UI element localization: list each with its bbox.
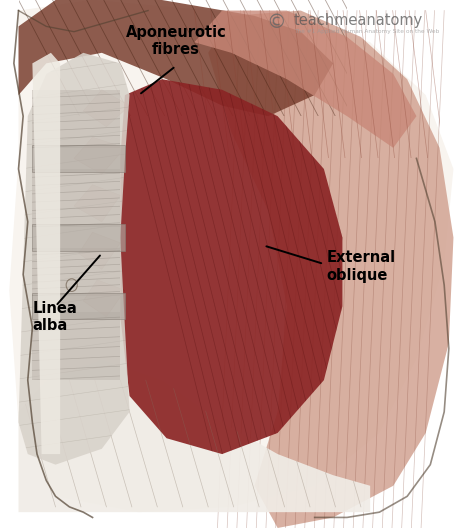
Text: Linea
alba: Linea alba <box>32 300 77 333</box>
Polygon shape <box>32 145 125 172</box>
Text: ©: © <box>266 13 286 32</box>
Polygon shape <box>83 280 125 317</box>
Polygon shape <box>18 359 370 512</box>
Polygon shape <box>32 53 60 454</box>
Polygon shape <box>83 90 129 127</box>
Polygon shape <box>32 169 120 227</box>
Polygon shape <box>18 53 129 465</box>
Text: teachmeanatomy: teachmeanatomy <box>294 13 423 28</box>
Polygon shape <box>74 185 120 222</box>
Polygon shape <box>120 79 342 454</box>
Text: The #1 Applied Human Anatomy Site on the Web: The #1 Applied Human Anatomy Site on the… <box>294 29 439 34</box>
Polygon shape <box>32 90 120 148</box>
Polygon shape <box>32 224 125 251</box>
Text: External
oblique: External oblique <box>326 250 395 283</box>
Text: Aponeurotic
fibres: Aponeurotic fibres <box>126 25 226 57</box>
Polygon shape <box>74 137 125 174</box>
Polygon shape <box>32 293 125 319</box>
Polygon shape <box>9 0 454 512</box>
Polygon shape <box>32 248 120 296</box>
Polygon shape <box>32 312 120 380</box>
Polygon shape <box>79 232 120 269</box>
Polygon shape <box>208 11 454 528</box>
Polygon shape <box>194 11 417 148</box>
Polygon shape <box>18 0 333 116</box>
